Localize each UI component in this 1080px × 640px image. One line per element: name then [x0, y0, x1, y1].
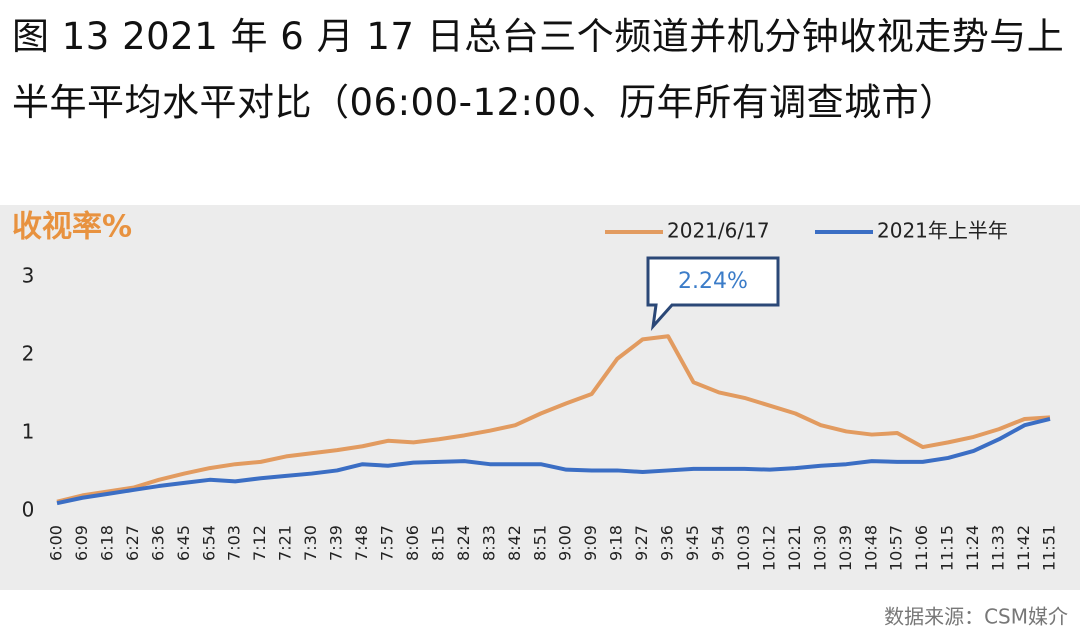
- plot-background: [0, 205, 1080, 590]
- y-axis-title: 收视率%: [12, 210, 132, 245]
- x-tick-label: 7:39: [327, 525, 346, 561]
- x-tick-label: 10:12: [759, 525, 778, 571]
- x-tick-label: 8:33: [479, 525, 498, 561]
- callout-label: 2.24%: [678, 269, 748, 294]
- series-line: [56, 417, 1051, 506]
- x-tick-label: 7:21: [276, 525, 295, 561]
- x-tick-label: 6:00: [47, 525, 66, 561]
- x-tick-label: 11:33: [989, 525, 1008, 571]
- x-tick-label: 11:06: [912, 525, 931, 571]
- legend-label: 2021年上半年: [877, 219, 1008, 243]
- x-tick-label: 6:45: [174, 525, 193, 561]
- x-tick-label: 9:36: [658, 525, 677, 561]
- x-tick-label: 9:27: [632, 525, 651, 561]
- x-tick-label: 7:30: [301, 525, 320, 561]
- x-tick-label: 10:48: [861, 525, 880, 571]
- x-tick-label: 9:18: [607, 525, 626, 561]
- x-tick-label: 11:51: [1040, 525, 1059, 571]
- x-tick-label: 6:27: [123, 525, 142, 561]
- x-tick-label: 7:12: [250, 525, 269, 561]
- source: 数据来源：CSM媒介: [884, 605, 1068, 629]
- x-tick-label: 8:15: [428, 525, 447, 561]
- y-tick-label: 2: [22, 342, 35, 366]
- x-tick-label: 10:57: [887, 525, 906, 571]
- y-tick-label: 0: [22, 498, 35, 522]
- x-tick-label: 11:24: [963, 525, 982, 571]
- x-tick-label: 9:54: [709, 525, 728, 561]
- x-tick-label: 8:51: [530, 525, 549, 561]
- x-tick-label: 10:21: [785, 525, 804, 571]
- x-tick-label: 8:42: [505, 525, 524, 561]
- y-tick-label: 3: [22, 264, 35, 288]
- y-tick-label: 1: [22, 420, 35, 444]
- x-tick-label: 6:36: [148, 525, 167, 561]
- x-tick-label: 6:09: [72, 525, 91, 561]
- callout-box: [646, 256, 780, 331]
- x-tick-label: 7:03: [225, 525, 244, 561]
- x-tick-label: 10:30: [810, 525, 829, 571]
- x-tick-label: 9:45: [683, 525, 702, 561]
- x-tick-label: 9:09: [581, 525, 600, 561]
- x-tick-label: 6:18: [97, 525, 116, 561]
- chart-title: 图 13 2021 年 6 月 17 日总台三个频道并机分钟收视走势与上半年平均…: [12, 15, 1065, 124]
- x-tick-label: 9:00: [556, 525, 575, 561]
- x-tick-label: 11:42: [1014, 525, 1033, 571]
- x-tick-label: 8:24: [454, 525, 473, 561]
- x-tick-label: 7:48: [352, 525, 371, 561]
- series-line: [56, 334, 1051, 504]
- x-tick-label: 10:03: [734, 525, 753, 571]
- x-tick-label: 6:54: [199, 525, 218, 561]
- legend-label: 2021/6/17: [667, 219, 770, 243]
- x-tick-label: 8:06: [403, 525, 422, 561]
- x-tick-label: 11:15: [938, 525, 957, 571]
- x-tick-label: 7:57: [378, 525, 397, 561]
- x-tick-label: 10:39: [836, 525, 855, 571]
